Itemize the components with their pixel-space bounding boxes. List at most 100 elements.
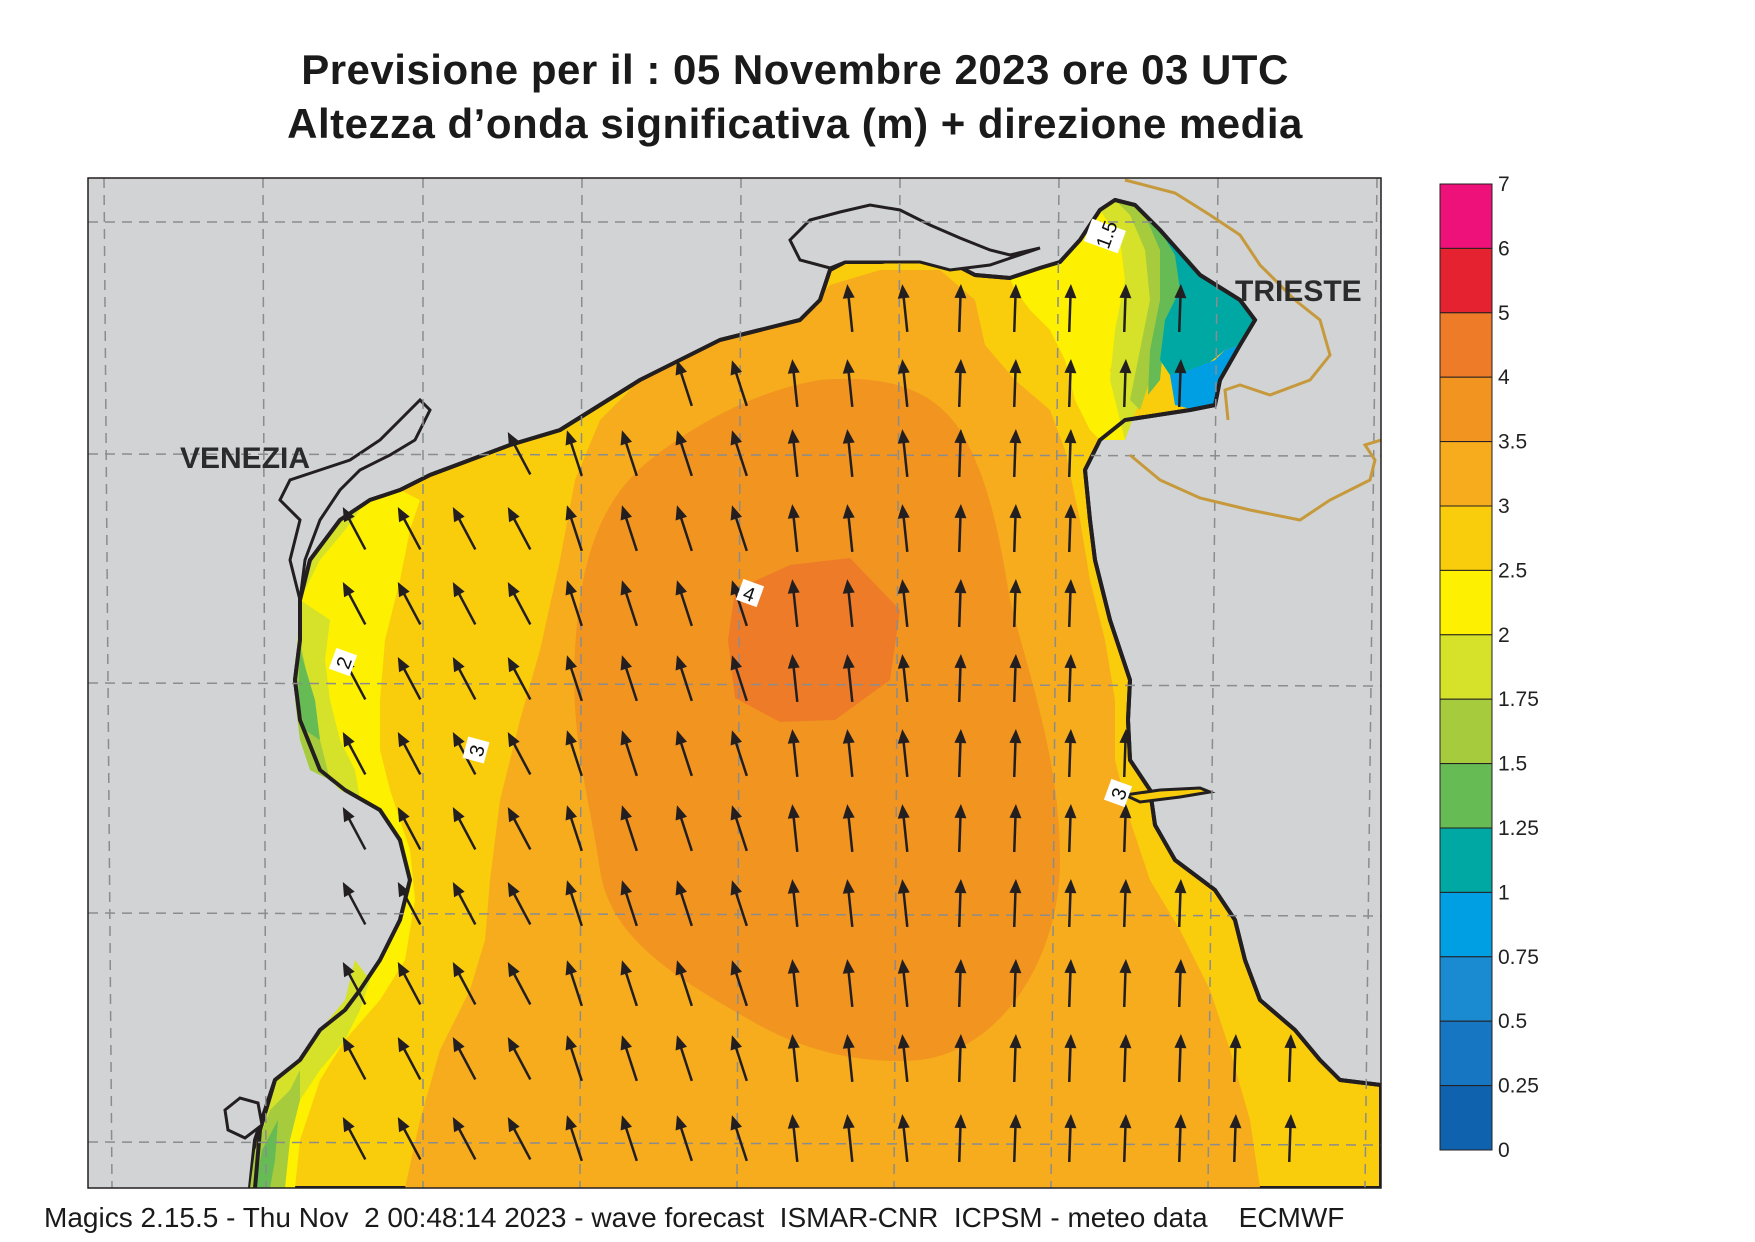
regional-border xyxy=(1129,438,1381,522)
legend-label: 0.75 xyxy=(1498,946,1539,969)
wave-arrow xyxy=(507,1117,532,1161)
wave-arrow xyxy=(675,730,693,777)
footer-credits: Magics 2.15.5 - Thu Nov 2 00:48:14 2023 … xyxy=(44,1202,1345,1233)
legend-colorbar: 7 6 5 4 3.5 3 2.5 2 1.75 1.5 1.25 1 0.75 0.5 0.25 0 xyxy=(1439,173,1539,1162)
wave-arrow xyxy=(1009,504,1022,553)
wave-arrow xyxy=(452,962,477,1006)
wave-arrow xyxy=(507,582,532,626)
wave-arrow xyxy=(1119,959,1132,1008)
legend-swatch xyxy=(1439,183,1493,249)
marano-lagoon xyxy=(788,203,1041,272)
wave-arrow xyxy=(954,804,967,853)
wave-arrow xyxy=(452,507,477,551)
wave-arrow xyxy=(1119,1034,1132,1083)
wave-arrow xyxy=(730,880,748,927)
wave-arrow xyxy=(1174,1034,1187,1083)
wave-arrow xyxy=(1174,959,1187,1008)
legend-swatch xyxy=(1439,634,1493,700)
wave-arrow xyxy=(620,805,638,852)
wave-arrow xyxy=(897,504,910,553)
istria-inlet xyxy=(1119,786,1216,804)
wave-arrow xyxy=(1064,959,1077,1008)
wave-arrow xyxy=(787,504,800,553)
legend-swatch xyxy=(1439,763,1493,829)
wave-arrow xyxy=(342,962,367,1006)
wave-arrow xyxy=(1174,879,1187,928)
legend-swatch xyxy=(1439,827,1493,893)
wave-arrow xyxy=(842,284,855,333)
legend-swatch xyxy=(1439,505,1493,571)
wave-arrow xyxy=(842,1034,855,1083)
wave-arrow xyxy=(397,582,422,626)
wave-arrow xyxy=(620,655,638,702)
wave-zone-1.75-2-ne xyxy=(1100,200,1160,440)
wave-arrow xyxy=(1119,1114,1132,1163)
wave-arrow xyxy=(842,959,855,1008)
wave-arrow xyxy=(730,1115,748,1162)
wave-arrow xyxy=(842,1114,855,1163)
wave-arrow xyxy=(730,1035,748,1082)
legend-label: 2 xyxy=(1498,624,1510,647)
wave-arrow xyxy=(787,1034,800,1083)
legend-label: 1.25 xyxy=(1498,817,1539,840)
wave-arrow xyxy=(1064,804,1077,853)
lake-outline xyxy=(223,1096,264,1140)
wave-zone-2-2.5-west xyxy=(255,490,420,1188)
contour-label-3-west: 3 xyxy=(466,743,490,759)
wave-arrow xyxy=(1009,284,1022,333)
wave-zone-1.25-1.5-ne xyxy=(1135,205,1200,395)
wave-arrow xyxy=(675,960,693,1007)
wave-arrow xyxy=(342,1117,367,1161)
wave-arrow xyxy=(842,579,855,628)
wave-zone-1.25-1.5-west xyxy=(255,650,320,1188)
wave-arrow xyxy=(954,504,967,553)
wave-arrow xyxy=(1174,1114,1187,1163)
legend-swatch xyxy=(1439,569,1493,636)
wave-arrow xyxy=(565,1115,583,1162)
wave-arrow xyxy=(730,805,748,852)
wave-arrow xyxy=(730,960,748,1007)
wave-arrow xyxy=(675,805,693,852)
wave-arrow xyxy=(675,430,693,477)
wave-arrow xyxy=(620,960,638,1007)
wave-arrow xyxy=(730,430,748,477)
wave-arrow xyxy=(1229,1034,1242,1083)
wave-arrow xyxy=(397,1117,422,1161)
wave-arrow xyxy=(1009,429,1022,478)
legend-label: 6 xyxy=(1498,237,1510,260)
wave-arrow xyxy=(842,804,855,853)
wave-arrow xyxy=(452,807,477,851)
map-subtitle: Altezza d’onda significativa (m) + direz… xyxy=(287,100,1303,147)
wave-arrow xyxy=(565,805,583,852)
wave-arrow xyxy=(620,580,638,627)
legend-label: 4 xyxy=(1498,366,1510,389)
wave-arrow xyxy=(787,654,800,703)
wave-arrow xyxy=(897,729,910,778)
wave-arrow xyxy=(565,1035,583,1082)
wave-arrow xyxy=(565,880,583,927)
wave-arrow xyxy=(1009,804,1022,853)
wave-arrow xyxy=(954,579,967,628)
wave-arrow xyxy=(954,1114,967,1163)
wave-arrow xyxy=(507,657,532,701)
wave-arrow xyxy=(507,507,532,551)
wave-arrow xyxy=(1064,1114,1077,1163)
wave-arrow xyxy=(842,504,855,553)
wave-arrow xyxy=(620,730,638,777)
wave-arrow xyxy=(1064,504,1077,553)
wave-arrow xyxy=(787,879,800,928)
wave-arrow xyxy=(620,430,638,477)
wave-arrow xyxy=(452,657,477,701)
wave-arrow xyxy=(397,882,422,926)
wave-arrow xyxy=(1009,959,1022,1008)
wave-arrow xyxy=(565,655,583,702)
wave-arrow xyxy=(397,807,422,851)
wave-arrow xyxy=(897,1114,910,1163)
wave-arrow xyxy=(954,654,967,703)
city-label-trieste: TRIESTE xyxy=(1235,275,1362,308)
map-area: VENEZIA TRIESTE 1.5 2 3 3 4 xyxy=(88,178,1381,1188)
wave-arrow xyxy=(897,654,910,703)
wave-arrow xyxy=(1009,1114,1022,1163)
wave-arrow xyxy=(954,429,967,478)
